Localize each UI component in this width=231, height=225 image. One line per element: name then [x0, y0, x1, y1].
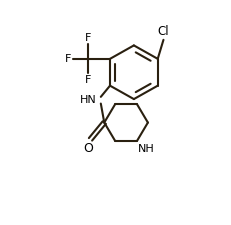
Text: F: F — [85, 75, 91, 85]
Text: F: F — [65, 54, 72, 64]
Text: F: F — [85, 33, 91, 43]
Text: O: O — [83, 142, 93, 155]
Text: HN: HN — [79, 95, 96, 105]
Text: Cl: Cl — [158, 25, 169, 38]
Text: NH: NH — [138, 144, 155, 154]
